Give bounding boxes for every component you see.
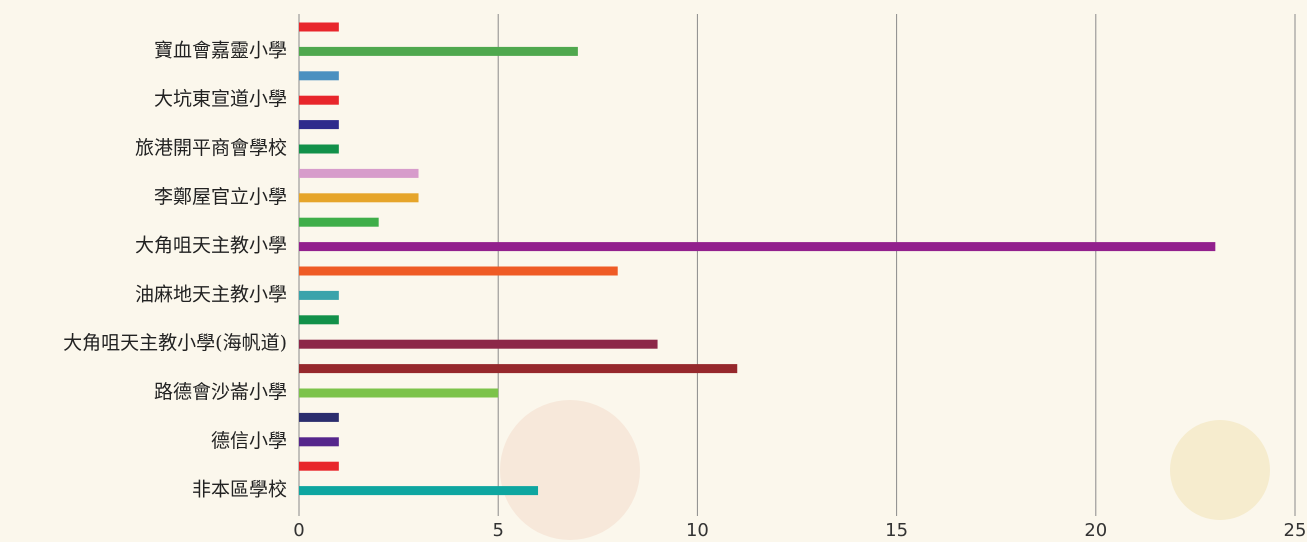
bar	[299, 486, 539, 496]
bar	[299, 46, 578, 56]
y-tick-label: 大角咀天主教小學	[135, 235, 287, 257]
x-tick-label: 25	[1284, 520, 1307, 541]
bar	[299, 388, 499, 398]
bar	[299, 339, 658, 349]
y-tick-label: 李鄭屋官立小學	[154, 186, 287, 208]
x-tick-label: 5	[492, 520, 503, 541]
bar	[299, 144, 339, 154]
x-tick-label: 0	[293, 520, 304, 541]
y-tick-label: 寶血會嘉靈小學	[154, 39, 287, 61]
bar	[299, 168, 419, 178]
y-tick-label: 路德會沙崙小學	[154, 381, 287, 403]
bar	[299, 71, 339, 81]
bar	[299, 364, 738, 374]
bar	[299, 461, 339, 471]
y-tick-label: 旅港開平商會學校	[135, 137, 287, 159]
bar	[299, 437, 339, 447]
y-tick-label: 大角咀天主教小學(海帆道)	[63, 332, 287, 354]
y-tick-label: 德信小學	[211, 430, 287, 452]
bar	[299, 217, 379, 227]
bar	[299, 22, 339, 32]
x-tick-label: 20	[1084, 520, 1107, 541]
bar	[299, 95, 339, 105]
y-tick-label: 非本區學校	[192, 479, 287, 501]
bar	[299, 315, 339, 325]
bar	[299, 120, 339, 130]
x-tick-label: 10	[686, 520, 709, 541]
bar	[299, 412, 339, 422]
bar	[299, 242, 1216, 252]
bar	[299, 290, 339, 300]
y-tick-label: 大坑東宣道小學	[154, 88, 287, 110]
y-tick-label: 油麻地天主教小學	[135, 283, 287, 305]
bar	[299, 193, 419, 203]
decoration	[500, 400, 640, 540]
x-tick-label: 15	[885, 520, 908, 541]
bar	[299, 266, 618, 276]
decoration	[1170, 420, 1270, 520]
